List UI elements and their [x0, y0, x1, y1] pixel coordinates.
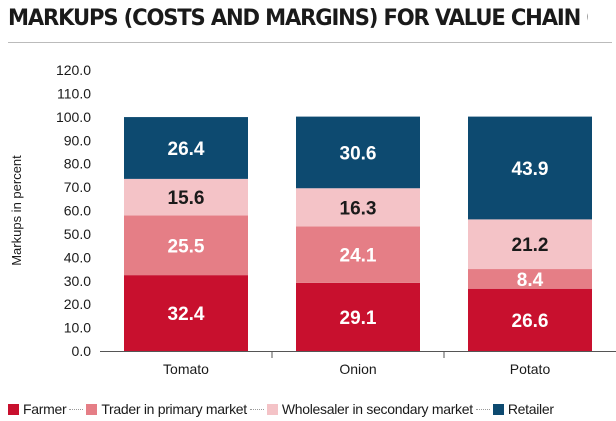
y-tick-label: 0.0 [72, 343, 92, 359]
y-tick-label: 10.0 [64, 320, 91, 336]
data-label: 21.2 [512, 235, 549, 256]
legend-swatch [86, 403, 98, 415]
legend-separator [249, 408, 264, 410]
legend-swatch [8, 403, 19, 415]
y-tick-label: 90.0 [64, 132, 91, 148]
legend-item: Wholesaler in secondary market [266, 401, 473, 417]
data-label: 43.9 [512, 159, 549, 180]
bar-segment [124, 215, 248, 276]
y-tick-label: 80.0 [64, 156, 91, 172]
legend-label: Farmer [23, 401, 67, 417]
bar-segment [124, 117, 248, 179]
legend-separator [69, 408, 84, 410]
y-tick-label: 50.0 [64, 226, 91, 242]
y-tick-label: 120.0 [56, 62, 91, 78]
legend-item: Retailer [492, 401, 554, 417]
data-label: 26.4 [168, 139, 205, 160]
legend-label: Retailer [507, 401, 554, 417]
data-label: 29.1 [340, 308, 377, 329]
chart-bars: 32.4 25.5 15.6 26.4 29.1 24.1 16.3 30.6 26.6 8.4 2… [124, 116, 592, 351]
bar-segment [468, 269, 592, 289]
y-tick-label: 70.0 [64, 179, 91, 195]
y-tick-label: 30.0 [64, 273, 91, 289]
y-tick-label: 110.0 [57, 85, 91, 101]
data-label: 8.4 [517, 270, 544, 291]
x-tick-label: Potato [510, 361, 551, 377]
title-divider [8, 42, 612, 43]
y-tick-label: 40.0 [64, 249, 91, 265]
legend-label: Wholesaler in secondary market [281, 401, 473, 417]
legend-swatch [492, 403, 504, 415]
x-tick-label: Onion [339, 361, 376, 377]
bar-segment [468, 288, 592, 351]
chart-axes: 0.0 10.0 20.0 30.0 40.0 50.0 60.0 70.0 80.0 90.0 1… [9, 62, 616, 377]
data-label: 26.6 [512, 311, 549, 332]
legend-swatch [266, 403, 278, 415]
legend-item: Farmer [8, 401, 67, 417]
chart-title: MARKUPS (COSTS AND MARGINS) FOR VALUE CH… [8, 6, 588, 31]
bar-segment [296, 116, 420, 189]
y-axis-label: Markups in percent [9, 155, 24, 266]
data-label: 24.1 [340, 246, 377, 267]
legend-item: Trader in primary market [86, 401, 247, 417]
bar-segment [296, 282, 420, 351]
bar-segment [296, 226, 420, 283]
bar-segment [468, 116, 592, 220]
chart-legend: Farmer Trader in primary market Wholesaler… [8, 399, 616, 419]
y-tick-label: 60.0 [64, 203, 91, 219]
bar-segment [124, 275, 248, 351]
legend-label: Trader in primary market [101, 401, 247, 417]
bar-segment [296, 188, 420, 227]
legend-separator [475, 408, 490, 410]
bar-segment [124, 178, 248, 216]
data-label: 16.3 [340, 198, 377, 219]
bar-segment [468, 219, 592, 270]
y-tick-label: 20.0 [64, 296, 91, 312]
data-label: 32.4 [168, 304, 205, 325]
y-tick-label: 100.0 [56, 109, 91, 125]
data-label: 15.6 [168, 188, 205, 209]
data-label: 25.5 [168, 236, 205, 257]
x-tick-label: Tomato [163, 361, 209, 377]
data-label: 30.6 [340, 143, 377, 164]
